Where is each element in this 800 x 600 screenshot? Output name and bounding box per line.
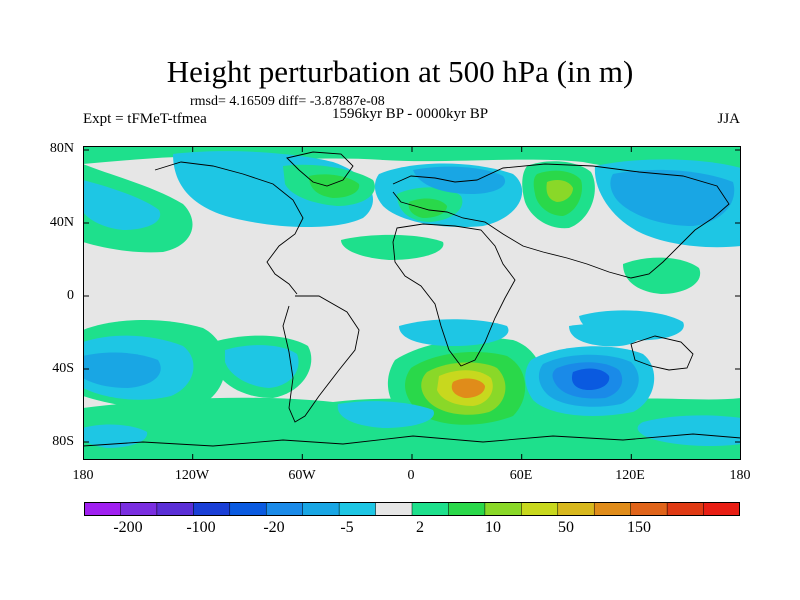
colorbar-cell [156, 502, 194, 516]
lat-label: 80S [52, 434, 74, 449]
contour-positive-mid [309, 174, 360, 198]
colorbar-label: -5 [340, 519, 354, 536]
colorbar-label: -100 [186, 519, 216, 536]
colorbar-label: 2 [416, 519, 424, 536]
contour-negative-weak [337, 401, 434, 428]
contour-positive-weak [623, 257, 701, 294]
colorbar-cell [193, 502, 231, 516]
contour-positive-mid [408, 198, 447, 218]
colorbar-cell [302, 502, 340, 516]
contour-negative-mid [610, 169, 735, 226]
plot-title: Height perturbation at 500 hPa (in m) [166, 54, 634, 89]
lat-label: 40S [52, 361, 74, 376]
lon-label: 180 [729, 468, 751, 483]
colorbar-cell [84, 502, 121, 516]
colorbar-cell [703, 502, 740, 516]
coastlines [83, 151, 741, 447]
lon-label: 180 [72, 468, 94, 483]
colorbar-label: 10 [485, 519, 501, 536]
contour-positive-strong [546, 180, 573, 202]
colorbar-cell [338, 502, 377, 516]
colorbar-cell [484, 502, 522, 516]
lon-label: 0 [407, 468, 415, 483]
colorbar-label: 150 [627, 519, 651, 536]
colorbar-cell [448, 502, 486, 516]
contour-negative-weak [399, 319, 509, 346]
contour-negative-weak [637, 415, 741, 446]
contour-fill-layer [83, 146, 741, 460]
lat-label: 80N [49, 141, 74, 156]
contour-negative-weak [569, 324, 640, 347]
colorbar-label: 50 [558, 519, 574, 536]
colorbar-cell [411, 502, 449, 516]
contour-positive-weak [341, 234, 444, 260]
colorbar-label: -200 [113, 519, 143, 536]
colorbar-cell [666, 502, 705, 516]
contour-negative-weak [83, 180, 161, 230]
colorbar-cell [521, 502, 559, 516]
colorbar [84, 502, 740, 516]
experiment-label: Expt = tFMeT-tfmea [83, 111, 207, 127]
colorbar-cell [375, 502, 413, 516]
lat-label: 0 [67, 288, 74, 303]
lat-label: 40N [49, 215, 74, 230]
contour-negative-mid [83, 352, 161, 388]
lon-label: 60W [288, 468, 316, 483]
season-label: JJA [717, 111, 740, 127]
colorbar-cell [557, 502, 595, 516]
contour-negative-deep [571, 368, 610, 390]
lon-label: 120W [174, 468, 210, 483]
colorbar-cell [120, 502, 158, 516]
colorbar-cell [265, 502, 304, 516]
contour-negative-mid [413, 166, 506, 194]
contour-negative-weak [83, 424, 148, 448]
period-text: 1596kyr BP - 0000kyr BP [331, 106, 489, 122]
height-perturbation-map [83, 146, 741, 460]
lon-label: 120E [615, 468, 645, 483]
colorbar-cell [630, 502, 668, 516]
contour-positive-peak [451, 378, 485, 398]
lon-label: 60E [509, 468, 533, 483]
colorbar-cell [229, 502, 267, 516]
stats-text: rmsd= 4.16509 diff= -3.87887e-08 [190, 94, 385, 109]
colorbar-cell [593, 502, 632, 516]
colorbar-label: -20 [263, 519, 285, 536]
contour-negative-weak [225, 345, 299, 388]
axis-ticks [83, 146, 741, 460]
